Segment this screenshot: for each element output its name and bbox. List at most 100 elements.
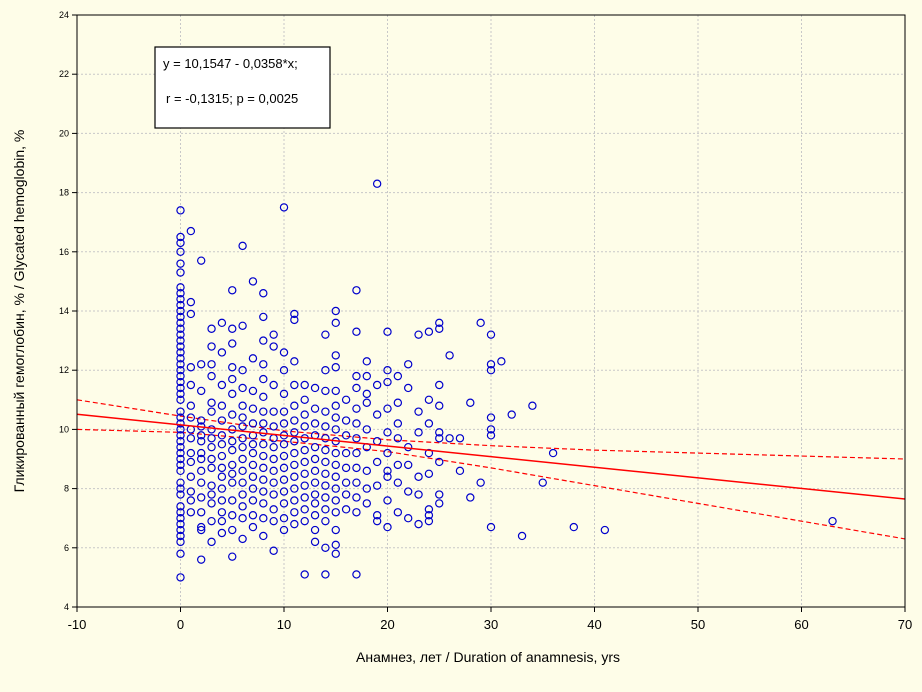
data-point <box>176 294 185 304</box>
data-point <box>279 348 289 357</box>
data-point <box>259 440 268 449</box>
data-point <box>321 543 330 553</box>
data-point <box>424 327 434 336</box>
data-point <box>186 401 196 410</box>
data-point <box>228 374 237 384</box>
data-point <box>176 324 185 333</box>
y-tick-label: 22 <box>59 69 69 79</box>
regression-annotation: y = 10,1547 - 0,0358*x; r = -0,1315; p =… <box>154 46 331 129</box>
data-point <box>259 419 268 428</box>
data-point <box>176 531 185 541</box>
y-tick-label: 4 <box>64 602 69 612</box>
data-point <box>248 419 258 428</box>
data-point <box>176 514 185 523</box>
data-point <box>176 407 185 416</box>
data-point <box>186 380 196 390</box>
data-point <box>424 505 434 514</box>
data-point <box>207 537 216 547</box>
y-tick-label: 8 <box>64 484 69 494</box>
data-point <box>176 330 185 339</box>
data-point <box>497 357 506 366</box>
data-point <box>290 380 299 390</box>
data-point <box>248 440 258 449</box>
data-point <box>372 481 382 490</box>
data-point <box>828 516 837 526</box>
data-point <box>362 389 371 399</box>
data-point <box>341 463 351 473</box>
data-point <box>310 404 320 413</box>
data-point <box>248 472 258 481</box>
data-point <box>414 407 423 416</box>
x-tick-label: 10 <box>277 617 291 632</box>
data-point <box>341 395 351 404</box>
data-point <box>176 549 185 558</box>
data-point <box>269 422 278 431</box>
data-point <box>176 247 185 256</box>
data-point <box>404 514 413 523</box>
data-point <box>279 366 289 375</box>
data-point <box>259 392 268 402</box>
data-point <box>372 516 382 526</box>
data-point <box>290 484 299 493</box>
data-point <box>279 499 289 508</box>
data-point <box>300 516 309 526</box>
data-point <box>279 451 289 461</box>
y-axis-label: Гликированный гемоглобин, % / Glycated h… <box>11 130 27 493</box>
data-point <box>176 283 185 292</box>
data-point <box>341 448 351 458</box>
data-point <box>362 499 371 508</box>
data-point <box>186 448 196 458</box>
data-point <box>331 318 340 328</box>
data-point <box>569 522 579 532</box>
data-point <box>196 555 206 564</box>
data-point <box>486 431 496 440</box>
data-point <box>238 401 247 410</box>
data-point <box>424 448 434 458</box>
data-point <box>228 410 237 419</box>
data-point <box>176 395 185 404</box>
data-point <box>321 434 330 443</box>
data-point <box>217 484 227 493</box>
data-point <box>196 522 206 532</box>
data-point <box>538 478 547 487</box>
data-point <box>362 398 371 407</box>
data-point <box>445 434 454 443</box>
data-point <box>228 286 237 295</box>
x-tick-label: 40 <box>587 617 601 632</box>
data-point <box>238 490 247 499</box>
data-point <box>176 348 185 357</box>
y-tick-label: 20 <box>59 128 69 138</box>
data-point <box>238 241 247 251</box>
data-point <box>341 478 351 487</box>
data-point <box>321 493 330 502</box>
data-point <box>248 386 258 396</box>
data-point <box>414 472 423 481</box>
data-point <box>321 516 330 526</box>
data-point <box>321 422 330 431</box>
x-axis-ticks: -10 0 10 20 30 40 50 60 70 <box>68 607 912 632</box>
data-point <box>279 407 289 416</box>
annotation-box <box>154 46 331 129</box>
data-point <box>331 460 340 470</box>
data-point <box>290 508 299 517</box>
data-point <box>476 318 485 328</box>
data-point <box>507 410 516 419</box>
data-point <box>217 380 227 390</box>
data-point <box>176 268 185 277</box>
data-point <box>228 496 237 505</box>
data-point <box>300 481 309 490</box>
data-point <box>486 330 496 339</box>
data-point <box>290 472 299 481</box>
data-point <box>176 484 185 493</box>
data-point <box>331 549 340 558</box>
data-point <box>196 437 206 446</box>
confidence-band-upper <box>76 399 906 460</box>
data-point <box>259 475 268 484</box>
data-point <box>372 179 382 188</box>
data-point <box>290 496 299 505</box>
data-point <box>435 428 444 437</box>
data-point <box>300 469 309 478</box>
data-point <box>383 466 392 476</box>
data-point <box>310 383 320 393</box>
data-point <box>290 309 299 319</box>
